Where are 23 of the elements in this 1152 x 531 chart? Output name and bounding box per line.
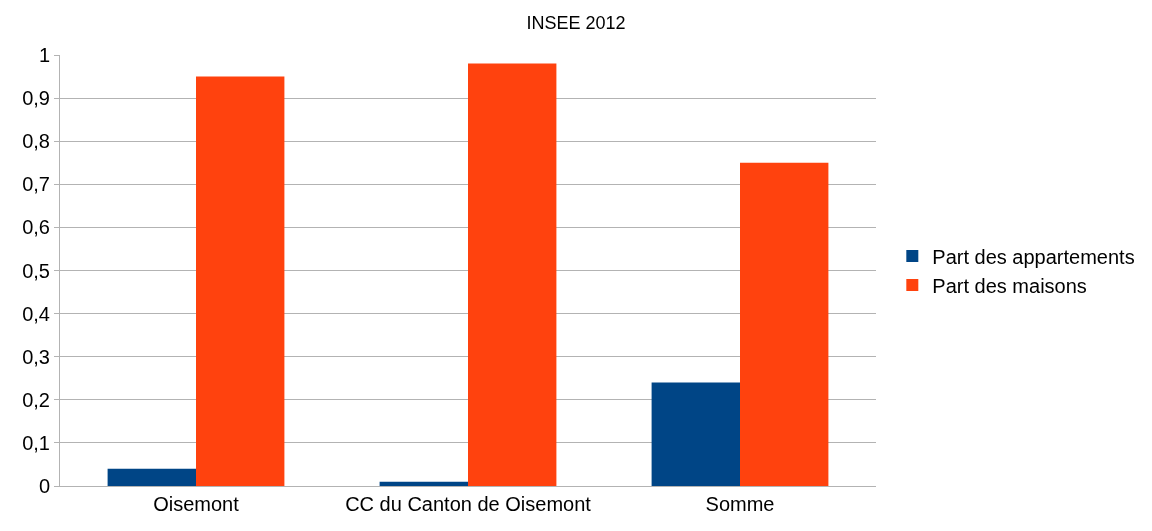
y-tick-label: 0,5 [22, 259, 50, 282]
y-tick-label: 0,9 [22, 87, 50, 110]
y-tick-label: 0 [38, 475, 50, 497]
x-tick-label: Oisemont [153, 493, 240, 515]
legend-label: Part des maisons [932, 274, 1087, 297]
bar [379, 481, 468, 486]
y-tick-label: 0,8 [22, 130, 50, 153]
y-tick-label: 0,4 [22, 302, 50, 325]
y-tick-label: 0,1 [22, 431, 50, 454]
bar [196, 76, 285, 486]
bar [651, 382, 740, 486]
y-tick-label: 1 [38, 44, 50, 66]
bar [107, 468, 196, 486]
legend-label: Part des appartements [932, 245, 1135, 268]
bar [468, 63, 557, 486]
y-tick-label: 0,2 [22, 388, 50, 411]
bar [740, 162, 829, 486]
y-tick-label: 0,3 [22, 345, 50, 368]
y-tick-label: 0,6 [22, 216, 50, 239]
y-tick-label: 0,7 [22, 173, 50, 196]
x-tick-label: CC du Canton de Oisemont [345, 493, 592, 515]
chart-title: INSEE 2012 [526, 12, 626, 33]
x-tick-label: Somme [705, 493, 775, 515]
